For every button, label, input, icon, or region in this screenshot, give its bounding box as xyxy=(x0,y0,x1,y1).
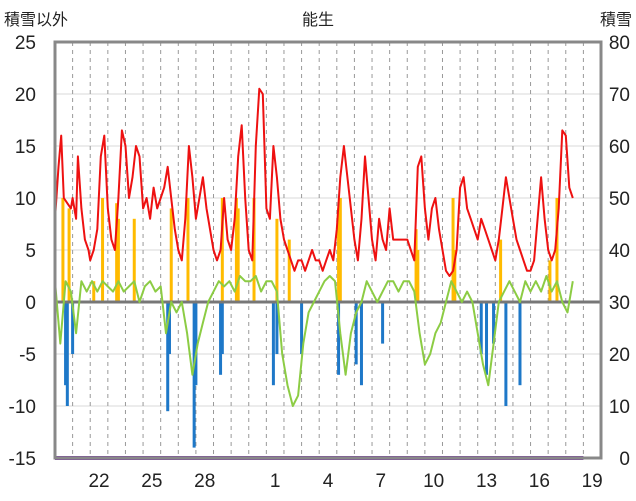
bar-blue xyxy=(194,302,198,386)
x-tick-label: 28 xyxy=(194,471,215,492)
y-right-tick-label: 50 xyxy=(609,189,630,210)
bar-blue xyxy=(354,302,358,365)
x-tick-label: 13 xyxy=(476,471,497,492)
bar-orange xyxy=(451,198,455,302)
y-left-tick-label: 25 xyxy=(15,33,36,54)
bar-orange xyxy=(252,198,256,302)
bar-orange xyxy=(275,218,279,302)
right-axis-title: 積雪 xyxy=(600,10,632,29)
y-left-tick-label: -5 xyxy=(19,345,36,366)
x-tick-label: 1 xyxy=(270,471,281,492)
y-right-tick-label: 80 xyxy=(609,33,630,54)
bar-orange xyxy=(555,198,559,302)
y-left-tick-label: 0 xyxy=(25,293,36,314)
x-tick-label: 4 xyxy=(323,471,334,492)
bar-orange xyxy=(115,203,119,302)
bar-blue xyxy=(167,302,171,354)
bar-orange xyxy=(169,208,173,302)
bar-blue xyxy=(337,302,341,375)
bar-blue xyxy=(275,302,279,354)
bar-orange xyxy=(234,198,238,302)
x-tick-label: 7 xyxy=(376,471,387,492)
x-tick-label: 16 xyxy=(529,471,550,492)
x-tick-label: 19 xyxy=(582,471,603,492)
y-axis-right: 80 70 60 50 40 30 20 10 0 xyxy=(609,33,630,470)
bar-blue xyxy=(71,302,75,354)
y-right-tick-label: 60 xyxy=(609,137,630,158)
bar-orange xyxy=(236,208,240,302)
bar-orange xyxy=(116,218,120,302)
y-left-tick-label: 20 xyxy=(15,85,36,106)
bar-orange xyxy=(338,198,342,302)
bar-blue xyxy=(64,302,68,386)
bar-orange xyxy=(499,239,503,302)
bar-orange xyxy=(61,198,65,302)
y-right-tick-label: 0 xyxy=(619,449,630,470)
y-left-tick-label: 10 xyxy=(15,189,36,210)
x-tick-label: 22 xyxy=(88,471,109,492)
bar-blue xyxy=(192,302,196,448)
y-left-tick-label: -10 xyxy=(9,397,36,418)
bar-orange xyxy=(414,229,418,302)
bar-blue xyxy=(485,302,489,375)
series-green-line xyxy=(54,275,574,407)
plot-frame xyxy=(53,40,603,460)
bar-orange xyxy=(548,260,552,302)
plot-area xyxy=(53,40,603,460)
x-tick-label: 10 xyxy=(423,471,444,492)
bar-blue xyxy=(359,302,363,386)
bar-blue xyxy=(381,302,385,344)
bar-orange xyxy=(92,281,96,302)
y-right-tick-label: 40 xyxy=(609,241,630,262)
y-left-tick-label: 5 xyxy=(25,241,36,262)
y-right-tick-label: 10 xyxy=(609,397,630,418)
y-left-tick-label: -15 xyxy=(9,449,36,470)
bar-blue xyxy=(271,302,275,386)
bar-orange xyxy=(220,198,224,302)
y-left-tick-label: 15 xyxy=(15,137,36,158)
left-axis-title: 積雪以外 xyxy=(4,10,68,29)
bar-blue xyxy=(65,302,69,406)
chart-title: 能生 xyxy=(302,10,334,29)
bar-orange xyxy=(287,239,291,302)
series-red-line xyxy=(54,87,574,277)
y-right-tick-label: 30 xyxy=(609,293,630,314)
bar-orange xyxy=(453,250,457,302)
bar-orange xyxy=(101,198,105,302)
bar-orange xyxy=(337,208,341,302)
bar-blue xyxy=(518,302,522,386)
bar-blue xyxy=(166,302,170,412)
bar-blue xyxy=(504,302,508,406)
bar-blue xyxy=(300,302,304,354)
bar-blue xyxy=(492,302,496,344)
bar-blue xyxy=(220,302,224,354)
y-right-tick-label: 70 xyxy=(609,85,630,106)
x-axis: 22 25 28 1 4 7 10 13 16 19 xyxy=(88,471,602,492)
x-tick-label: 25 xyxy=(141,471,162,492)
y-right-tick-label: 20 xyxy=(609,345,630,366)
bar-orange xyxy=(67,208,71,302)
bar-orange xyxy=(416,250,420,302)
bar-blue xyxy=(479,302,483,354)
bar-orange xyxy=(132,218,136,302)
bar-blue xyxy=(219,302,223,375)
bar-orange xyxy=(186,198,190,302)
y-axis-left: 25 20 15 10 5 0 -5 -10 -15 xyxy=(9,33,36,470)
